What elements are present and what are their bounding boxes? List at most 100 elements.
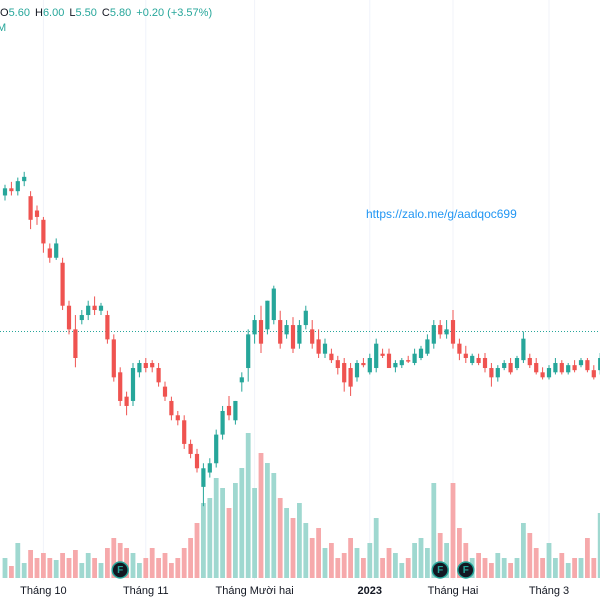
volume-bar bbox=[175, 558, 181, 578]
volume-bar bbox=[271, 473, 277, 578]
candle-body bbox=[527, 357, 532, 366]
candle-body bbox=[150, 363, 155, 368]
volume-bar bbox=[399, 563, 405, 578]
candle-body bbox=[28, 196, 33, 220]
candle-body bbox=[86, 305, 91, 316]
volume-bar bbox=[380, 558, 385, 578]
candle-body bbox=[66, 305, 72, 330]
event-label: F bbox=[463, 565, 469, 576]
candle-body bbox=[463, 353, 468, 358]
volume-bar bbox=[501, 558, 507, 578]
candle-body bbox=[316, 339, 321, 354]
volume-bar bbox=[34, 558, 40, 578]
volume-bar bbox=[226, 508, 232, 578]
volume-bar bbox=[418, 538, 424, 578]
volume-bar bbox=[540, 558, 545, 578]
candle-body bbox=[578, 360, 584, 366]
volume-bar bbox=[546, 543, 552, 578]
candle-body bbox=[130, 368, 136, 401]
volume-bar bbox=[28, 550, 33, 578]
volume-bar bbox=[572, 558, 577, 578]
event-marker bbox=[431, 561, 449, 579]
volume-bar bbox=[431, 483, 437, 578]
candle-body bbox=[591, 370, 596, 378]
volume-bar bbox=[252, 488, 257, 578]
ohlc-value: 5.80 bbox=[110, 7, 131, 19]
volume-bar bbox=[201, 503, 206, 578]
candle-body bbox=[374, 343, 379, 369]
volume-bar bbox=[188, 538, 193, 578]
candle-body bbox=[393, 363, 398, 368]
candle-body bbox=[598, 357, 600, 371]
volume-bar bbox=[2, 558, 8, 578]
volume-bar bbox=[373, 518, 379, 578]
volume-bar bbox=[15, 543, 21, 578]
change: +0.20 (+3.57%) bbox=[136, 7, 212, 19]
volume-bar bbox=[9, 566, 14, 578]
candle-body bbox=[265, 300, 270, 330]
candle-body bbox=[354, 363, 360, 378]
candle-body bbox=[2, 188, 8, 196]
volume-bar bbox=[53, 560, 59, 578]
candle-body bbox=[226, 405, 232, 416]
candle-body bbox=[9, 188, 14, 192]
candle-body bbox=[425, 339, 430, 354]
volume-bar bbox=[361, 558, 366, 578]
volume-bar bbox=[143, 558, 149, 578]
candle-body bbox=[431, 325, 436, 344]
volume-bar bbox=[527, 533, 533, 578]
volume-bar bbox=[457, 528, 462, 578]
volume-bar bbox=[194, 523, 200, 578]
candle-body bbox=[143, 363, 148, 369]
candle-body bbox=[457, 343, 462, 354]
candle-body bbox=[162, 386, 168, 397]
candle-body bbox=[495, 368, 500, 378]
x-tick-label: Tháng Hai bbox=[428, 585, 479, 597]
volume-bar bbox=[565, 563, 571, 578]
volume-bar bbox=[213, 478, 219, 578]
candle-body bbox=[521, 338, 526, 361]
volume-bar bbox=[169, 563, 174, 578]
candle-body bbox=[482, 357, 488, 369]
volume-bar bbox=[329, 543, 334, 578]
volume-bar bbox=[239, 468, 245, 578]
volume-bar bbox=[66, 558, 72, 578]
candle-body bbox=[508, 363, 513, 373]
annotation: https://zalo.me/g/aadqoc699 bbox=[366, 207, 517, 221]
volume-bar bbox=[348, 538, 353, 578]
volume-bar bbox=[297, 503, 302, 578]
volume-bar bbox=[495, 553, 501, 578]
volume-bar bbox=[284, 508, 289, 578]
candle-body bbox=[399, 360, 404, 366]
candle-body bbox=[290, 325, 296, 349]
candle-body bbox=[585, 360, 590, 371]
volume-bar bbox=[130, 553, 136, 578]
subtitle: M bbox=[0, 22, 6, 34]
volume-bar bbox=[73, 550, 78, 578]
candle-body bbox=[233, 400, 238, 421]
volume-bar bbox=[476, 553, 481, 578]
candle-body bbox=[137, 363, 142, 373]
ohlc-value: 6.00 bbox=[43, 7, 64, 19]
candle-body bbox=[284, 325, 289, 335]
candle-body bbox=[239, 377, 244, 383]
candle-body bbox=[559, 363, 564, 373]
volume-bar bbox=[21, 563, 27, 578]
event-marker bbox=[111, 561, 129, 579]
volume-bar bbox=[303, 523, 309, 578]
candle-body bbox=[124, 396, 129, 406]
volume-bar bbox=[181, 548, 187, 578]
volume-bar bbox=[559, 553, 565, 578]
x-tick-label: Tháng 11 bbox=[123, 585, 169, 597]
volume-bar bbox=[98, 563, 104, 578]
volume-bar bbox=[41, 553, 46, 578]
candle-body bbox=[335, 360, 340, 369]
ohlc-value: 5.50 bbox=[75, 7, 96, 19]
axis-strip bbox=[0, 581, 600, 600]
candle-body bbox=[111, 339, 116, 378]
candle-body bbox=[310, 329, 315, 344]
volume-bar bbox=[521, 523, 526, 578]
candle-body bbox=[406, 360, 411, 362]
volume-bar bbox=[425, 548, 430, 578]
candle-body bbox=[380, 353, 385, 356]
